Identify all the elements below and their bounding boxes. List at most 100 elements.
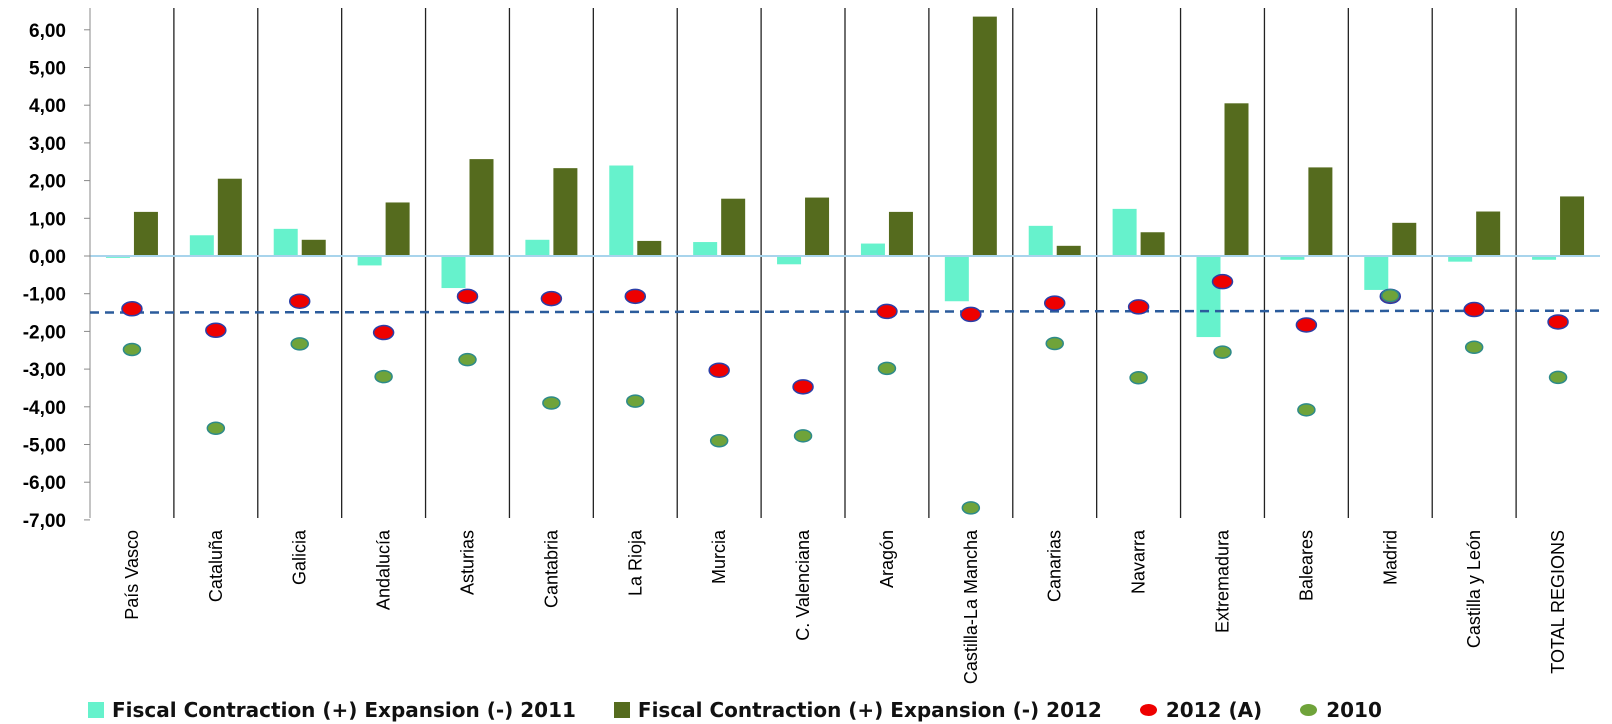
point-2012a — [205, 322, 227, 339]
point-2012a — [1127, 299, 1150, 315]
bar-2012 — [553, 168, 578, 256]
x-tick-label: Asturias — [458, 530, 478, 595]
legend-dot-2012a — [1139, 704, 1157, 716]
point-2010 — [290, 337, 309, 351]
point-2012a — [1547, 314, 1569, 330]
bar-2011 — [189, 235, 214, 256]
bar-2011 — [693, 242, 718, 256]
x-tick-label: Galicia — [290, 529, 310, 585]
legend-label-2011: Fiscal Contraction (+) Expansion (-) 201… — [112, 698, 576, 722]
y-tick-label: 6,00 — [29, 21, 66, 42]
y-tick-label: -7,00 — [23, 511, 66, 532]
x-tick-label: Baleares — [1296, 530, 1316, 601]
bar-2012 — [805, 197, 830, 256]
point-2010 — [626, 394, 645, 408]
x-tick-label: Andalucía — [374, 529, 394, 610]
y-tick-label: -3,00 — [23, 360, 66, 381]
point-2010 — [458, 352, 477, 367]
x-tick-label: Canarias — [1045, 530, 1065, 602]
x-tick-label: País Vasco — [122, 530, 142, 620]
bar-2011 — [273, 228, 298, 256]
point-2012a — [792, 379, 814, 395]
point-2010 — [877, 361, 897, 376]
point-2012a — [540, 290, 563, 307]
point-2010 — [1464, 340, 1484, 354]
point-2012a — [1211, 273, 1234, 290]
bar-2011 — [357, 256, 382, 266]
legend-swatch-2011 — [88, 702, 104, 718]
point-2012a — [1463, 301, 1485, 318]
chart: 6,00 5,00 4,00 3,00 2,00 1,00 0,00 -1,00 -2,00 -3… — [23, 8, 1601, 684]
x-tick-label: La Rioja — [625, 529, 645, 596]
legend-item-2011: Fiscal Contraction (+) Expansion (-) 201… — [88, 698, 576, 722]
x-tick-label: Castilla-La Mancha — [961, 529, 981, 684]
reference-line — [89, 309, 1601, 314]
bar-2012 — [301, 239, 326, 256]
legend-label-2012a: 2012 (A) — [1165, 698, 1263, 722]
legend: Fiscal Contraction (+) Expansion (-) 201… — [88, 698, 1420, 722]
y-tick-label: -4,00 — [23, 398, 66, 419]
category-separators — [173, 8, 1517, 518]
bar-2012 — [469, 159, 494, 256]
y-tick-label: -2,00 — [23, 322, 66, 343]
bar-2012 — [1056, 245, 1081, 256]
bar-2011 — [1280, 256, 1305, 260]
y-tick-label: -1,00 — [23, 285, 66, 306]
bar-2012 — [1224, 103, 1249, 256]
bar-2012 — [1476, 211, 1501, 256]
point-2010 — [961, 501, 981, 515]
point-2010 — [1381, 288, 1400, 303]
point-2012a — [1043, 295, 1066, 311]
x-tick-label: Cataluña — [206, 529, 226, 602]
point-2010 — [793, 429, 813, 443]
bar-2012 — [1392, 222, 1417, 256]
x-tick-label: Extremadura — [1213, 529, 1233, 633]
point-2010 — [1297, 403, 1316, 417]
point-2012a — [372, 324, 395, 341]
legend-label-2012: Fiscal Contraction (+) Expansion (-) 201… — [637, 698, 1102, 722]
bar-2011 — [1028, 225, 1053, 256]
bar-series — [105, 16, 1585, 338]
y-axis-ticks: 6,00 5,00 4,00 3,00 2,00 1,00 0,00 -1,00 -2,00 -3… — [23, 21, 90, 532]
x-axis-ticks: País Vasco Cataluña Galicia Andalucía Asturi… — [122, 529, 1568, 684]
bar-2012 — [721, 198, 746, 256]
bar-2011 — [860, 243, 885, 256]
point-2010 — [1548, 370, 1568, 385]
legend-item-2012: Fiscal Contraction (+) Expansion (-) 201… — [613, 698, 1102, 722]
bar-2012 — [385, 202, 410, 256]
point-2012a — [1295, 317, 1318, 333]
legend-dot-2010 — [1300, 704, 1318, 716]
legend-item-2012a: 2012 (A) — [1139, 698, 1263, 722]
bar-2012 — [217, 178, 242, 256]
point-2010 — [542, 396, 561, 410]
point-2012a — [960, 306, 982, 323]
bar-2011 — [1448, 256, 1473, 262]
bar-2011 — [1112, 208, 1137, 256]
point-2010 — [1129, 371, 1148, 385]
bar-2012 — [1140, 232, 1165, 256]
point-2010 — [374, 369, 393, 384]
x-tick-label: Cantabria — [541, 529, 561, 608]
point-2012a — [708, 362, 730, 378]
point-2012a — [876, 303, 898, 320]
point-2010 — [1045, 336, 1064, 351]
bar-2012 — [1308, 167, 1333, 256]
bar-2011 — [525, 239, 550, 256]
x-tick-label: TOTAL REGIONS — [1548, 530, 1568, 674]
y-tick-label: -6,00 — [23, 473, 66, 494]
x-tick-label: Aragón — [877, 530, 897, 588]
bar-2012 — [1560, 196, 1585, 256]
bar-2012 — [888, 211, 913, 256]
bar-2012 — [972, 16, 997, 257]
x-tick-label: Madrid — [1380, 530, 1400, 585]
bar-2011 — [1196, 256, 1221, 338]
bar-2011 — [609, 165, 634, 256]
point-2012a — [288, 293, 311, 309]
legend-label-2010: 2010 — [1326, 698, 1382, 722]
x-tick-label: Murcia — [709, 529, 729, 584]
y-tick-label: 3,00 — [29, 134, 66, 155]
bar-2012 — [133, 211, 158, 256]
x-tick-label: C. Valenciana — [793, 529, 813, 641]
point-2010 — [1213, 345, 1232, 359]
legend-item-2010: 2010 — [1300, 698, 1382, 722]
